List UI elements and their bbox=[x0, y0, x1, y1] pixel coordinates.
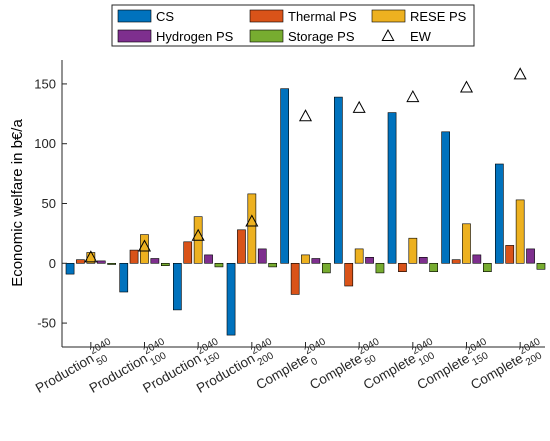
legend-label: Thermal PS bbox=[288, 9, 357, 24]
bar-storage-ps bbox=[429, 262, 439, 272]
bar-thermal-ps bbox=[451, 259, 461, 264]
bar-rese-ps bbox=[140, 234, 149, 264]
legend-label: Storage PS bbox=[288, 29, 355, 44]
x-tick-label-sub: 0 bbox=[309, 356, 320, 369]
y-axis-label: Economic welfare in b€/a bbox=[9, 119, 26, 287]
ew-marker bbox=[298, 109, 313, 122]
bar-hydrogen-ps bbox=[418, 256, 428, 264]
bar-cs bbox=[65, 262, 75, 275]
bar-storage-ps bbox=[321, 262, 331, 274]
bar-storage-ps bbox=[161, 262, 170, 266]
ew-marker bbox=[84, 250, 98, 263]
x-tick-label-text: Production bbox=[33, 351, 96, 396]
bar-cs bbox=[441, 131, 451, 264]
x-tick-label-sub: 50 bbox=[363, 353, 379, 368]
legend: CS Thermal PS RESE PS Hydrogen PS Storage PS… bbox=[111, 4, 475, 47]
bar-storage-ps bbox=[268, 262, 278, 268]
ew-marker bbox=[352, 100, 366, 113]
legend-marker bbox=[381, 28, 395, 41]
bar-cs bbox=[280, 88, 290, 264]
legend-label: CS bbox=[156, 9, 174, 24]
bar-rese-ps bbox=[408, 237, 418, 264]
bar-rese-ps bbox=[462, 223, 471, 264]
legend-label: RESE PS bbox=[410, 9, 467, 24]
bar-storage-ps bbox=[482, 262, 492, 272]
bar-hydrogen-ps bbox=[311, 258, 321, 264]
bar-cs bbox=[226, 262, 236, 336]
bar-storage-ps bbox=[214, 262, 224, 268]
bar-thermal-ps bbox=[183, 241, 193, 264]
bar-hydrogen-ps bbox=[365, 256, 374, 264]
bar-hydrogen-ps bbox=[150, 258, 160, 264]
bar-hydrogen-ps bbox=[257, 248, 267, 264]
bar-cs bbox=[119, 262, 129, 293]
ew-marker bbox=[137, 239, 152, 252]
bar-thermal-ps bbox=[237, 229, 246, 264]
bar-rese-ps bbox=[354, 248, 364, 264]
bar-storage-ps bbox=[536, 262, 546, 270]
y-tick-label: 150 bbox=[34, 76, 56, 91]
bar-storage-ps bbox=[107, 262, 116, 265]
y-tick-label: 0 bbox=[49, 256, 56, 271]
x-tick-label-sup: 2040 bbox=[357, 336, 382, 357]
legend-swatch bbox=[249, 9, 284, 23]
ew-marker bbox=[459, 80, 474, 93]
x-tick-label-sup: 2040 bbox=[303, 336, 328, 357]
x-tick-label-sup: 2040 bbox=[88, 336, 113, 357]
ew-marker bbox=[513, 67, 527, 80]
bar-hydrogen-ps bbox=[96, 260, 106, 264]
y-tick-label: 50 bbox=[42, 196, 56, 211]
bar-cs bbox=[494, 163, 504, 264]
bar-hydrogen-ps bbox=[472, 254, 482, 264]
bar-thermal-ps bbox=[129, 249, 139, 264]
x-tick-label-text: Complete bbox=[307, 351, 365, 393]
legend-label: Hydrogen PS bbox=[156, 29, 234, 44]
bar-rese-ps bbox=[301, 254, 310, 264]
bar-cs bbox=[387, 112, 397, 264]
legend-swatch bbox=[249, 29, 284, 43]
legend-swatch bbox=[117, 29, 152, 43]
plot-area: -50050100150Production204050Production20… bbox=[33, 60, 546, 396]
bar-thermal-ps bbox=[76, 259, 85, 264]
y-tick-label: 100 bbox=[34, 136, 56, 151]
bar-thermal-ps bbox=[344, 262, 354, 287]
bar-rese-ps bbox=[515, 199, 525, 264]
legend-swatch bbox=[371, 9, 406, 23]
x-tick-label-base: Complete bbox=[307, 351, 365, 393]
bar-thermal-ps bbox=[290, 262, 300, 295]
bar-cs bbox=[333, 96, 343, 264]
bar-cs bbox=[173, 262, 182, 311]
ew-marker bbox=[191, 228, 205, 241]
x-tick-label-sub: 50 bbox=[95, 353, 111, 368]
bar-storage-ps bbox=[375, 262, 385, 274]
ew-marker bbox=[245, 214, 259, 227]
x-tick-label-base: Production bbox=[33, 351, 96, 396]
bar-rese-ps bbox=[247, 193, 257, 264]
legend-label: EW bbox=[410, 29, 432, 44]
bar-thermal-ps bbox=[398, 262, 407, 272]
bar-hydrogen-ps bbox=[526, 248, 535, 264]
bar-hydrogen-ps bbox=[204, 254, 213, 264]
legend-box bbox=[111, 4, 475, 47]
ew-marker bbox=[406, 90, 420, 103]
bar-thermal-ps bbox=[505, 245, 515, 264]
legend-swatch bbox=[117, 9, 152, 23]
y-tick-label: -50 bbox=[37, 316, 56, 331]
